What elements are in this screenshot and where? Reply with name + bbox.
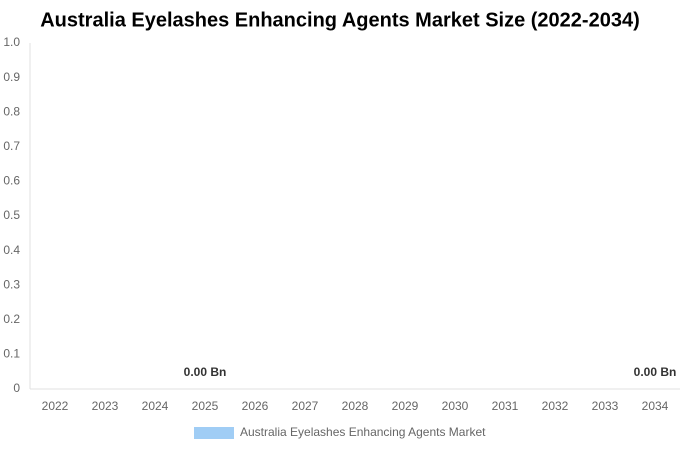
x-tick-label: 2026 [242,399,269,413]
legend-label: Australia Eyelashes Enhancing Agents Mar… [240,425,486,439]
x-tick-label: 2022 [42,399,69,413]
y-tick-label: 0.8 [3,104,20,118]
x-tick-label: 2032 [542,399,569,413]
value-label: 0.00 Bn [184,365,227,379]
x-tick-label: 2030 [442,399,469,413]
x-tick-label: 2025 [192,399,219,413]
y-tick-label: 0.2 [3,312,20,326]
y-tick-label: 0.4 [3,243,20,257]
y-tick-label: 0 [13,381,20,395]
x-tick-label: 2023 [92,399,119,413]
y-tick-label: 1.0 [3,35,20,49]
y-tick-label: 0.7 [3,139,20,153]
y-tick-label: 0.9 [3,70,20,84]
y-tick-label: 0.3 [3,277,20,291]
value-label: 0.00 Bn [634,365,677,379]
x-tick-label: 2033 [592,399,619,413]
x-tick-label: 2024 [142,399,169,413]
x-tick-label: 2027 [292,399,319,413]
chart-title: Australia Eyelashes Enhancing Agents Mar… [40,9,640,31]
x-tick-label: 2031 [492,399,519,413]
y-tick-label: 0.1 [3,347,20,361]
y-tick-label: 0.6 [3,174,20,188]
x-tick-label: 2028 [342,399,369,413]
x-tick-label: 2029 [392,399,419,413]
y-tick-label: 0.5 [3,208,20,222]
x-tick-label: 2034 [642,399,669,413]
legend-swatch [194,427,234,439]
